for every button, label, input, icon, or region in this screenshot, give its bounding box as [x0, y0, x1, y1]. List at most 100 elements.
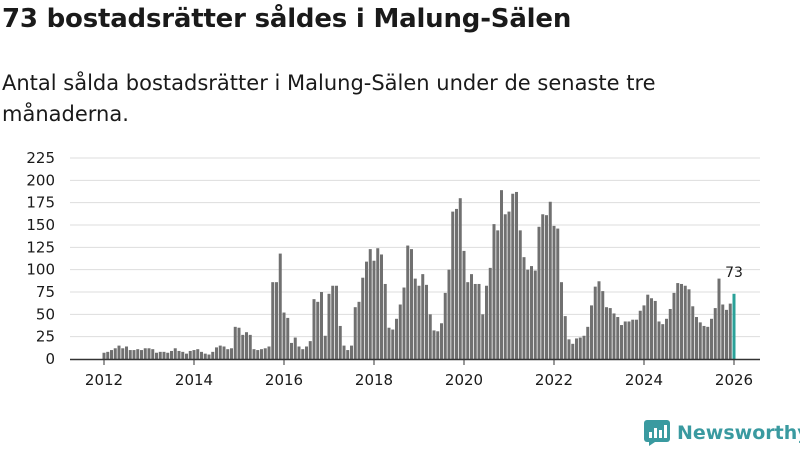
bar [706, 326, 710, 359]
bar [421, 274, 425, 359]
bar [515, 191, 518, 359]
bar [548, 201, 552, 359]
bar [391, 329, 395, 359]
bar [346, 350, 350, 359]
y-axis: 0 25 50 75 100 125 150 175 200 225 [26, 149, 55, 368]
bar [327, 293, 331, 359]
bar [728, 303, 732, 359]
x-tick-label: 2020 [445, 371, 483, 389]
bar [241, 334, 245, 359]
bar [368, 249, 372, 359]
bar [425, 284, 428, 359]
bars [102, 190, 736, 359]
bar [290, 342, 293, 359]
grid-lines [70, 157, 760, 338]
bar [278, 253, 282, 359]
bar [316, 301, 320, 359]
x-tick-label: 2016 [265, 371, 303, 389]
bar [717, 278, 721, 359]
newsworthy-brand: Newsworthy [644, 418, 800, 448]
y-tick-label: 175 [26, 194, 55, 212]
bar [481, 314, 485, 359]
bar [440, 323, 443, 359]
y-tick-label: 0 [45, 350, 55, 368]
bar [488, 267, 492, 359]
bar [676, 283, 680, 359]
bar [406, 245, 410, 359]
bar [522, 257, 526, 359]
bar [605, 307, 608, 359]
newsworthy-logo-icon [644, 420, 670, 446]
bar [571, 343, 575, 359]
bar [503, 214, 507, 359]
bar [305, 346, 308, 359]
bar [151, 349, 155, 359]
bar [245, 332, 248, 359]
bar [365, 261, 368, 359]
bar [552, 225, 556, 359]
bar [597, 281, 601, 359]
y-tick-label: 25 [36, 328, 55, 346]
bar [158, 351, 162, 359]
bar [462, 250, 466, 359]
bar [436, 331, 440, 359]
bar [533, 270, 537, 359]
bar [455, 208, 458, 359]
bar [256, 350, 260, 359]
bar [458, 198, 462, 359]
bar [661, 324, 665, 359]
bar [106, 351, 110, 359]
bar [211, 351, 215, 359]
bar [608, 308, 612, 359]
bar [361, 277, 365, 359]
bar [668, 308, 672, 359]
bar [413, 278, 417, 359]
x-axis: 2012 2014 2016 2018 2020 2022 2024 2026 [70, 358, 760, 389]
bar-latest [732, 293, 736, 359]
bar [485, 285, 488, 359]
bar [646, 294, 650, 359]
bar [140, 350, 143, 359]
bar [710, 318, 713, 359]
chart-title: 73 bostadsrätter såldes i Malung-Sälen [2, 4, 572, 34]
x-tick-label: 2018 [355, 371, 393, 389]
bar [132, 350, 136, 359]
brand-name: Newsworthy [677, 422, 800, 444]
bar [687, 289, 691, 359]
bar [623, 321, 627, 359]
bar [601, 291, 605, 359]
bar [575, 338, 578, 359]
bar [380, 254, 383, 359]
y-tick-label: 125 [26, 238, 55, 256]
bar [451, 211, 455, 359]
bar [308, 341, 312, 359]
bar [578, 337, 582, 359]
bar [556, 228, 560, 359]
bar [155, 352, 158, 359]
bar [331, 285, 335, 359]
x-tick-label: 2022 [535, 371, 573, 389]
bar [443, 292, 447, 359]
bar [402, 287, 406, 359]
bar [650, 298, 653, 359]
x-tick-label: 2026 [715, 371, 753, 389]
y-tick-label: 50 [36, 305, 55, 323]
bar [691, 306, 695, 359]
bar [293, 337, 297, 359]
bar [653, 300, 657, 359]
bar [200, 351, 203, 359]
bar [166, 352, 170, 359]
bar [237, 327, 241, 359]
chart-subtitle: Antal sålda bostadsrätter i Malung-Sälen… [2, 71, 656, 126]
bar [702, 325, 706, 359]
bar [612, 313, 616, 359]
bar [635, 319, 638, 359]
bar [207, 354, 211, 359]
bar [683, 285, 687, 359]
bar [263, 348, 267, 359]
bar [342, 345, 346, 359]
bar [593, 286, 597, 359]
bar [638, 310, 642, 359]
bar [110, 350, 113, 359]
bar [335, 285, 338, 359]
